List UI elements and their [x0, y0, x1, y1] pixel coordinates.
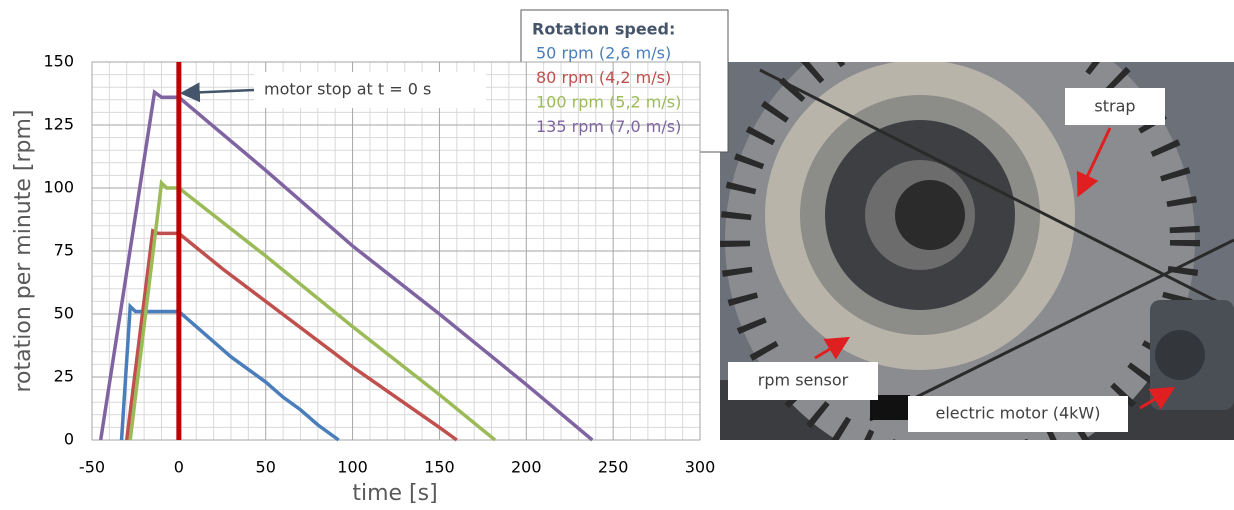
y-tick-label: 25 — [54, 367, 74, 386]
x-tick-label: 100 — [337, 458, 368, 477]
x-tick-label: 200 — [511, 458, 542, 477]
legend-entry: 80 rpm (4,2 m/s) — [536, 68, 671, 87]
y-tick-label: 0 — [64, 430, 74, 449]
legend-entry: 50 rpm (2,6 m/s) — [536, 44, 671, 63]
arrow — [814, 336, 851, 360]
annotation: motor stop at t = 0 s — [264, 80, 431, 99]
legend-entry: 135 rpm (7,0 m/s) — [536, 117, 681, 136]
legend-title: Rotation speed: — [532, 20, 675, 39]
x-tick-label: 300 — [685, 458, 716, 477]
x-tick-label: 50 — [256, 458, 276, 477]
photo-label: rpm sensor — [758, 371, 849, 390]
arrow — [1076, 127, 1112, 198]
photo-label: electric motor (4kW) — [936, 404, 1101, 423]
y-tick-label: 150 — [43, 52, 74, 71]
label-box — [728, 362, 878, 400]
annotation-box — [254, 72, 486, 108]
x-tick-label: 150 — [424, 458, 455, 477]
y-tick-label: 100 — [43, 178, 74, 197]
x-tick-label: -50 — [79, 458, 105, 477]
x-tick-label: 0 — [174, 458, 184, 477]
y-tick-label: 125 — [43, 115, 74, 134]
x-tick-label: 250 — [598, 458, 629, 477]
arrow — [1139, 386, 1176, 410]
x-axis-label: time [s] — [352, 481, 437, 506]
y-tick-label: 50 — [54, 304, 74, 323]
photo-label: strap — [1094, 97, 1135, 116]
label-box — [1065, 88, 1165, 125]
y-tick-label: 75 — [54, 241, 74, 260]
y-axis-label: rotation per minute [rpm] — [11, 110, 36, 393]
series-line — [125, 228, 458, 442]
annotation-arrow — [179, 82, 255, 103]
legend-entry: 100 rpm (5,2 m/s) — [536, 93, 681, 112]
label-box — [908, 396, 1128, 432]
